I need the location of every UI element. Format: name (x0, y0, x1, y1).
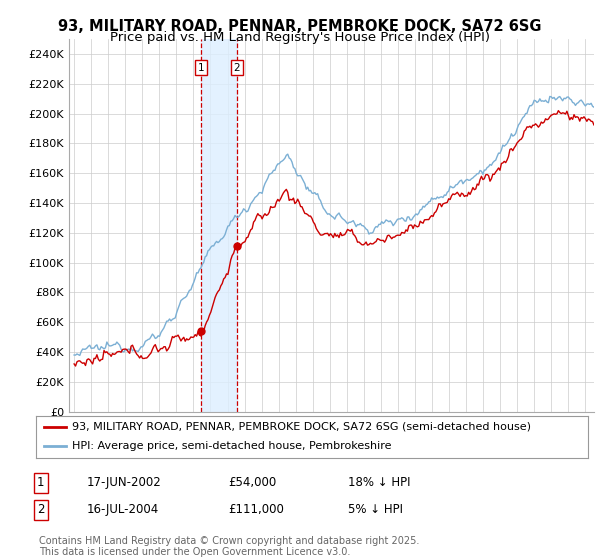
Text: 5% ↓ HPI: 5% ↓ HPI (348, 503, 403, 516)
Text: Contains HM Land Registry data © Crown copyright and database right 2025.
This d: Contains HM Land Registry data © Crown c… (39, 535, 419, 557)
Text: HPI: Average price, semi-detached house, Pembrokeshire: HPI: Average price, semi-detached house,… (72, 441, 391, 451)
Text: £111,000: £111,000 (228, 503, 284, 516)
Text: Price paid vs. HM Land Registry's House Price Index (HPI): Price paid vs. HM Land Registry's House … (110, 31, 490, 44)
Text: 16-JUL-2004: 16-JUL-2004 (87, 503, 159, 516)
Text: 93, MILITARY ROAD, PENNAR, PEMBROKE DOCK, SA72 6SG: 93, MILITARY ROAD, PENNAR, PEMBROKE DOCK… (58, 19, 542, 34)
Text: 1: 1 (198, 63, 205, 72)
Text: 2: 2 (233, 63, 240, 72)
Text: 1: 1 (37, 476, 44, 489)
Text: £54,000: £54,000 (228, 476, 276, 489)
Bar (201, 39, 237, 412)
Text: 17-JUN-2002: 17-JUN-2002 (87, 476, 162, 489)
Text: 93, MILITARY ROAD, PENNAR, PEMBROKE DOCK, SA72 6SG (semi-detached house): 93, MILITARY ROAD, PENNAR, PEMBROKE DOCK… (72, 422, 531, 432)
Text: 18% ↓ HPI: 18% ↓ HPI (348, 476, 410, 489)
Text: 2: 2 (37, 503, 44, 516)
